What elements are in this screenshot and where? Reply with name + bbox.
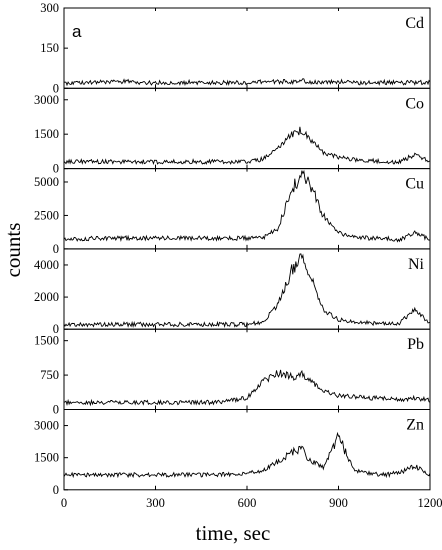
panel-pb: 0 750 1500 Pb (34, 328, 431, 417)
y-tick-label: 0 (53, 483, 59, 497)
y-tick-label: 2000 (34, 290, 59, 304)
series-label-co: Co (405, 95, 424, 112)
y-tick-label: 0 (53, 162, 59, 176)
panel-frame (63, 248, 431, 330)
series-line-zn (63, 431, 431, 479)
y-tick-label: 0 (53, 322, 59, 336)
x-tick-label: 600 (238, 496, 257, 510)
panel-letter: a (72, 22, 82, 41)
series-line-ni (63, 253, 431, 329)
y-tick-label: 3000 (34, 419, 59, 433)
x-tick-label: 300 (146, 496, 165, 510)
series-line-pb (63, 369, 431, 407)
y-tick-label: 150 (40, 41, 59, 55)
panel-ni: 0 2000 4000 Ni (34, 248, 431, 336)
series-label-cd: Cd (405, 15, 424, 32)
x-tick-label: 1200 (418, 496, 442, 510)
series-label-zn: Zn (406, 417, 424, 434)
y-tick-label: 5000 (34, 175, 59, 189)
series-line-cu (63, 169, 431, 243)
y-tick-label: 2500 (34, 208, 59, 222)
series-line-co (63, 126, 431, 166)
panel-zn: 0 1500 3000 Zn (34, 409, 431, 497)
y-tick-label: 750 (40, 368, 59, 382)
y-tick-label: 0 (53, 81, 59, 95)
y-tick-label: 300 (40, 1, 59, 15)
panel-cd: 0 150 300 Cd (40, 1, 431, 95)
y-tick-label: 1500 (34, 334, 59, 348)
y-tick-label: 1500 (34, 451, 59, 465)
y-axis-title: counts (1, 223, 25, 278)
panel-frame (63, 87, 431, 170)
series-line-cd (63, 78, 431, 87)
series-label-pb: Pb (407, 336, 424, 353)
panel-frame (63, 409, 431, 491)
y-tick-label: 3000 (34, 93, 59, 107)
y-tick-label: 4000 (34, 258, 59, 272)
panel-cu: 0 2500 5000 Cu (34, 168, 431, 256)
panel-co: 0 1500 3000 Co (34, 87, 431, 176)
y-tick-label: 1500 (34, 127, 59, 141)
y-tick-label: 0 (53, 242, 59, 256)
x-axis-title: time, sec (196, 521, 271, 545)
x-tick-labels: 0 300 600 900 1200 (61, 496, 442, 510)
y-tick-label: 0 (53, 403, 59, 417)
x-tick-label: 900 (329, 496, 348, 510)
series-label-ni: Ni (408, 256, 425, 273)
panel-frame (63, 7, 431, 89)
x-tick-label: 0 (61, 496, 67, 510)
series-label-cu: Cu (405, 176, 424, 193)
